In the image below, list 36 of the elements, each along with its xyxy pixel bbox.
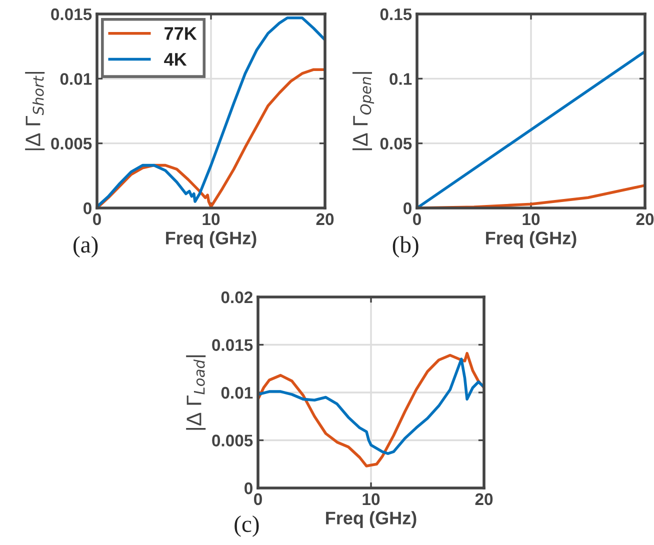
y-tick-label: 0 bbox=[84, 202, 92, 214]
x-tick-label: 10 bbox=[202, 213, 220, 226]
x-tick-label: 20 bbox=[475, 493, 493, 506]
legend-label: 4K bbox=[164, 53, 187, 66]
x-tick-label: 0 bbox=[413, 213, 421, 226]
y-tick-label: 0.01 bbox=[221, 386, 253, 399]
y-tick-label: 0.005 bbox=[212, 434, 253, 446]
x-tick-label: 20 bbox=[316, 213, 334, 226]
y-tick-label: 0.1 bbox=[390, 73, 412, 85]
legend-label: 77K bbox=[164, 27, 197, 40]
line-series bbox=[97, 16, 325, 208]
y-tick-label: 0.005 bbox=[51, 138, 92, 150]
y-axis-title: |Δ Γ$_{Open}$| bbox=[352, 72, 374, 150]
y-tick-label: 0.01 bbox=[60, 73, 92, 85]
text: (c) bbox=[234, 515, 259, 537]
x-axis-title: Freq (GHz) bbox=[166, 231, 256, 248]
x-tick-label: 0 bbox=[93, 213, 101, 226]
y-axis-title: |Δ Γ$_{Load}$| bbox=[186, 355, 206, 430]
y-tick-label: 0.015 bbox=[51, 8, 92, 20]
line-series bbox=[258, 352, 484, 468]
x-tick-label: 10 bbox=[522, 213, 540, 226]
x-tick-label: 20 bbox=[636, 213, 654, 226]
y-tick-label: 0.05 bbox=[380, 138, 412, 150]
x-axis-title: Freq (GHz) bbox=[326, 511, 416, 528]
y-tick-label: 0 bbox=[244, 482, 252, 494]
text: (b) bbox=[392, 236, 418, 258]
y-tick-label: 0.15 bbox=[380, 8, 412, 20]
line-series bbox=[258, 358, 484, 456]
x-axis-title: Freq (GHz) bbox=[486, 231, 576, 248]
x-tick-label: 10 bbox=[362, 493, 380, 506]
y-axis-title: |Δ Γ$_{Short}$| bbox=[25, 72, 45, 150]
y-tick-label: 0.02 bbox=[221, 291, 252, 304]
text: (a) bbox=[74, 236, 98, 258]
y-tick-label: 0.015 bbox=[212, 339, 253, 351]
x-tick-label: 0 bbox=[254, 493, 262, 506]
y-tick-label: 0 bbox=[404, 202, 412, 214]
